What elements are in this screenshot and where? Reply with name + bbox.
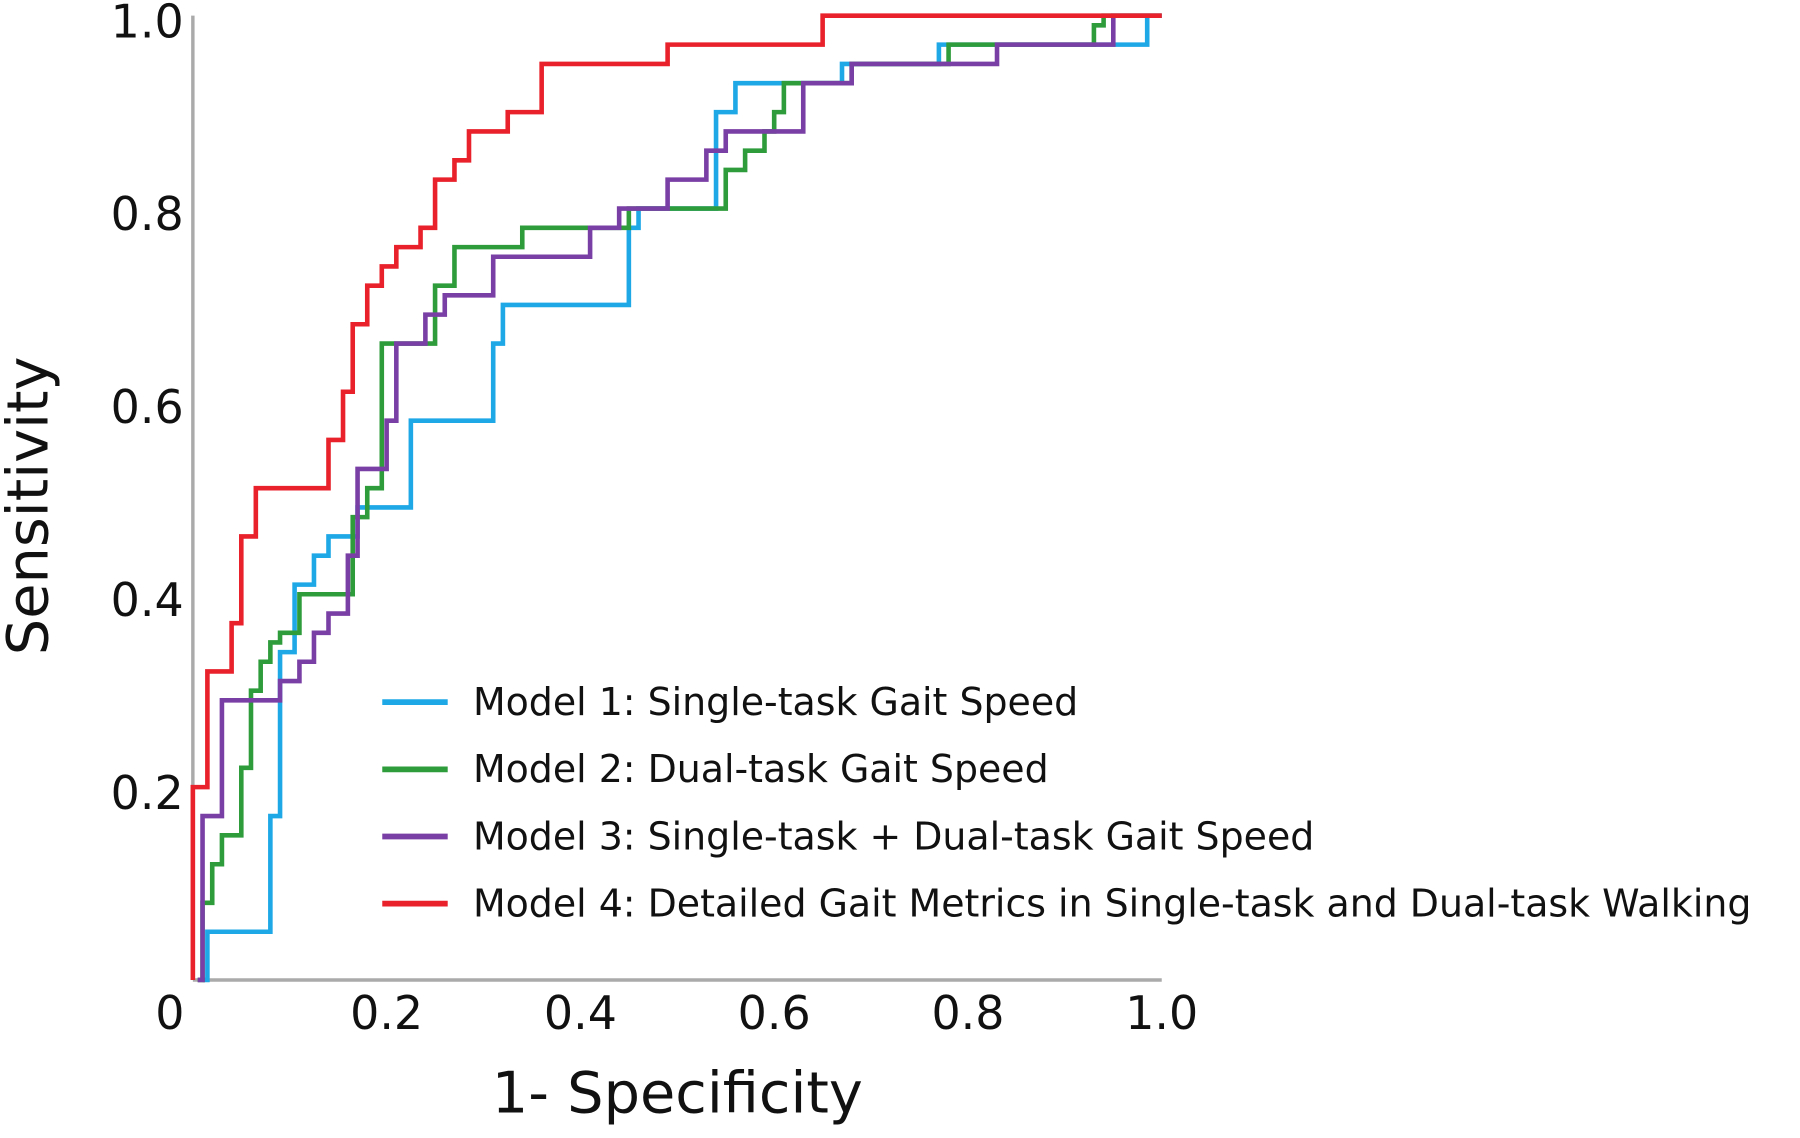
x-axis-label: 1- Specificity	[492, 1060, 863, 1127]
roc-line	[190, 13, 1162, 980]
y-tick-label: 0.8	[111, 187, 184, 241]
y-tick-label: 0.6	[111, 380, 184, 434]
x-tick-label: 0.4	[544, 986, 617, 1040]
x-tick-label: 1.0	[1125, 986, 1198, 1040]
x-tick-label: 0.6	[738, 986, 811, 1040]
x-tick-label: 0.8	[931, 986, 1004, 1040]
x-tick-label: 0	[155, 986, 184, 1040]
y-tick-label: 0.4	[111, 573, 184, 627]
roc-line	[202, 15, 1150, 983]
x-tick-label: 0.2	[350, 986, 423, 1040]
legend-label: Model 1: Single-task Gait Speed	[473, 680, 1078, 724]
roc-line	[197, 13, 1162, 983]
legend-label: Model 3: Single-task + Dual-task Gait Sp…	[473, 814, 1314, 858]
y-axis-label: Sensitivity	[0, 357, 62, 656]
legend-label: Model 4: Detailed Gait Metrics in Single…	[473, 881, 1751, 925]
y-tick-label: 0.2	[111, 766, 184, 820]
y-tick-label: 1.0	[111, 0, 184, 48]
legend-label: Model 2: Dual-task Gait Speed	[473, 747, 1049, 791]
